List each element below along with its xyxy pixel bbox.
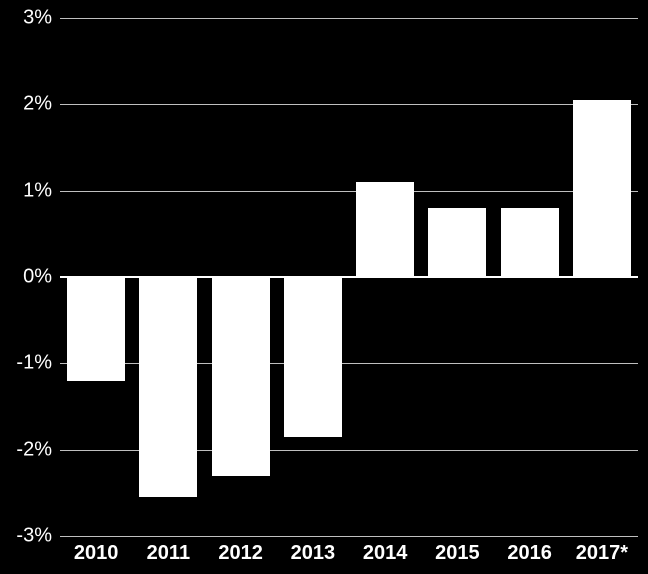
x-tick-label: 2016 [507,542,552,565]
x-tick-label: 2015 [435,542,480,565]
bar [573,100,631,277]
y-tick-label: -2% [16,438,52,461]
gridline [60,18,638,19]
y-tick-label: 0% [23,266,52,289]
bar [356,182,414,277]
y-tick-label: 3% [23,7,52,30]
x-tick-label: 2014 [363,542,408,565]
x-tick-label: 2011 [147,542,190,565]
gridline [60,191,638,192]
bar [501,208,559,277]
bar [67,277,125,381]
x-tick-label: 2017* [576,542,628,565]
y-tick-label: -1% [16,352,52,375]
plot-area: 3%2%1%0%-1%-2%-3%20102011201220132014201… [60,18,638,536]
x-tick-label: 2013 [291,542,336,565]
gridline [60,536,638,537]
y-tick-label: 1% [23,179,52,202]
y-tick-label: 2% [23,93,52,116]
bar-chart: 3% 2% 1% 0% -1% -2% -3% 2010 2011 2012 2013 2014 201… [0,0,648,574]
bar [212,277,270,476]
x-tick-label: 2010 [74,542,119,565]
x-tick-label: 2012 [218,542,263,565]
y-tick-label: -3% [16,525,52,548]
bar [139,277,197,497]
bar [284,277,342,437]
gridline [60,104,638,105]
bar [428,208,486,277]
